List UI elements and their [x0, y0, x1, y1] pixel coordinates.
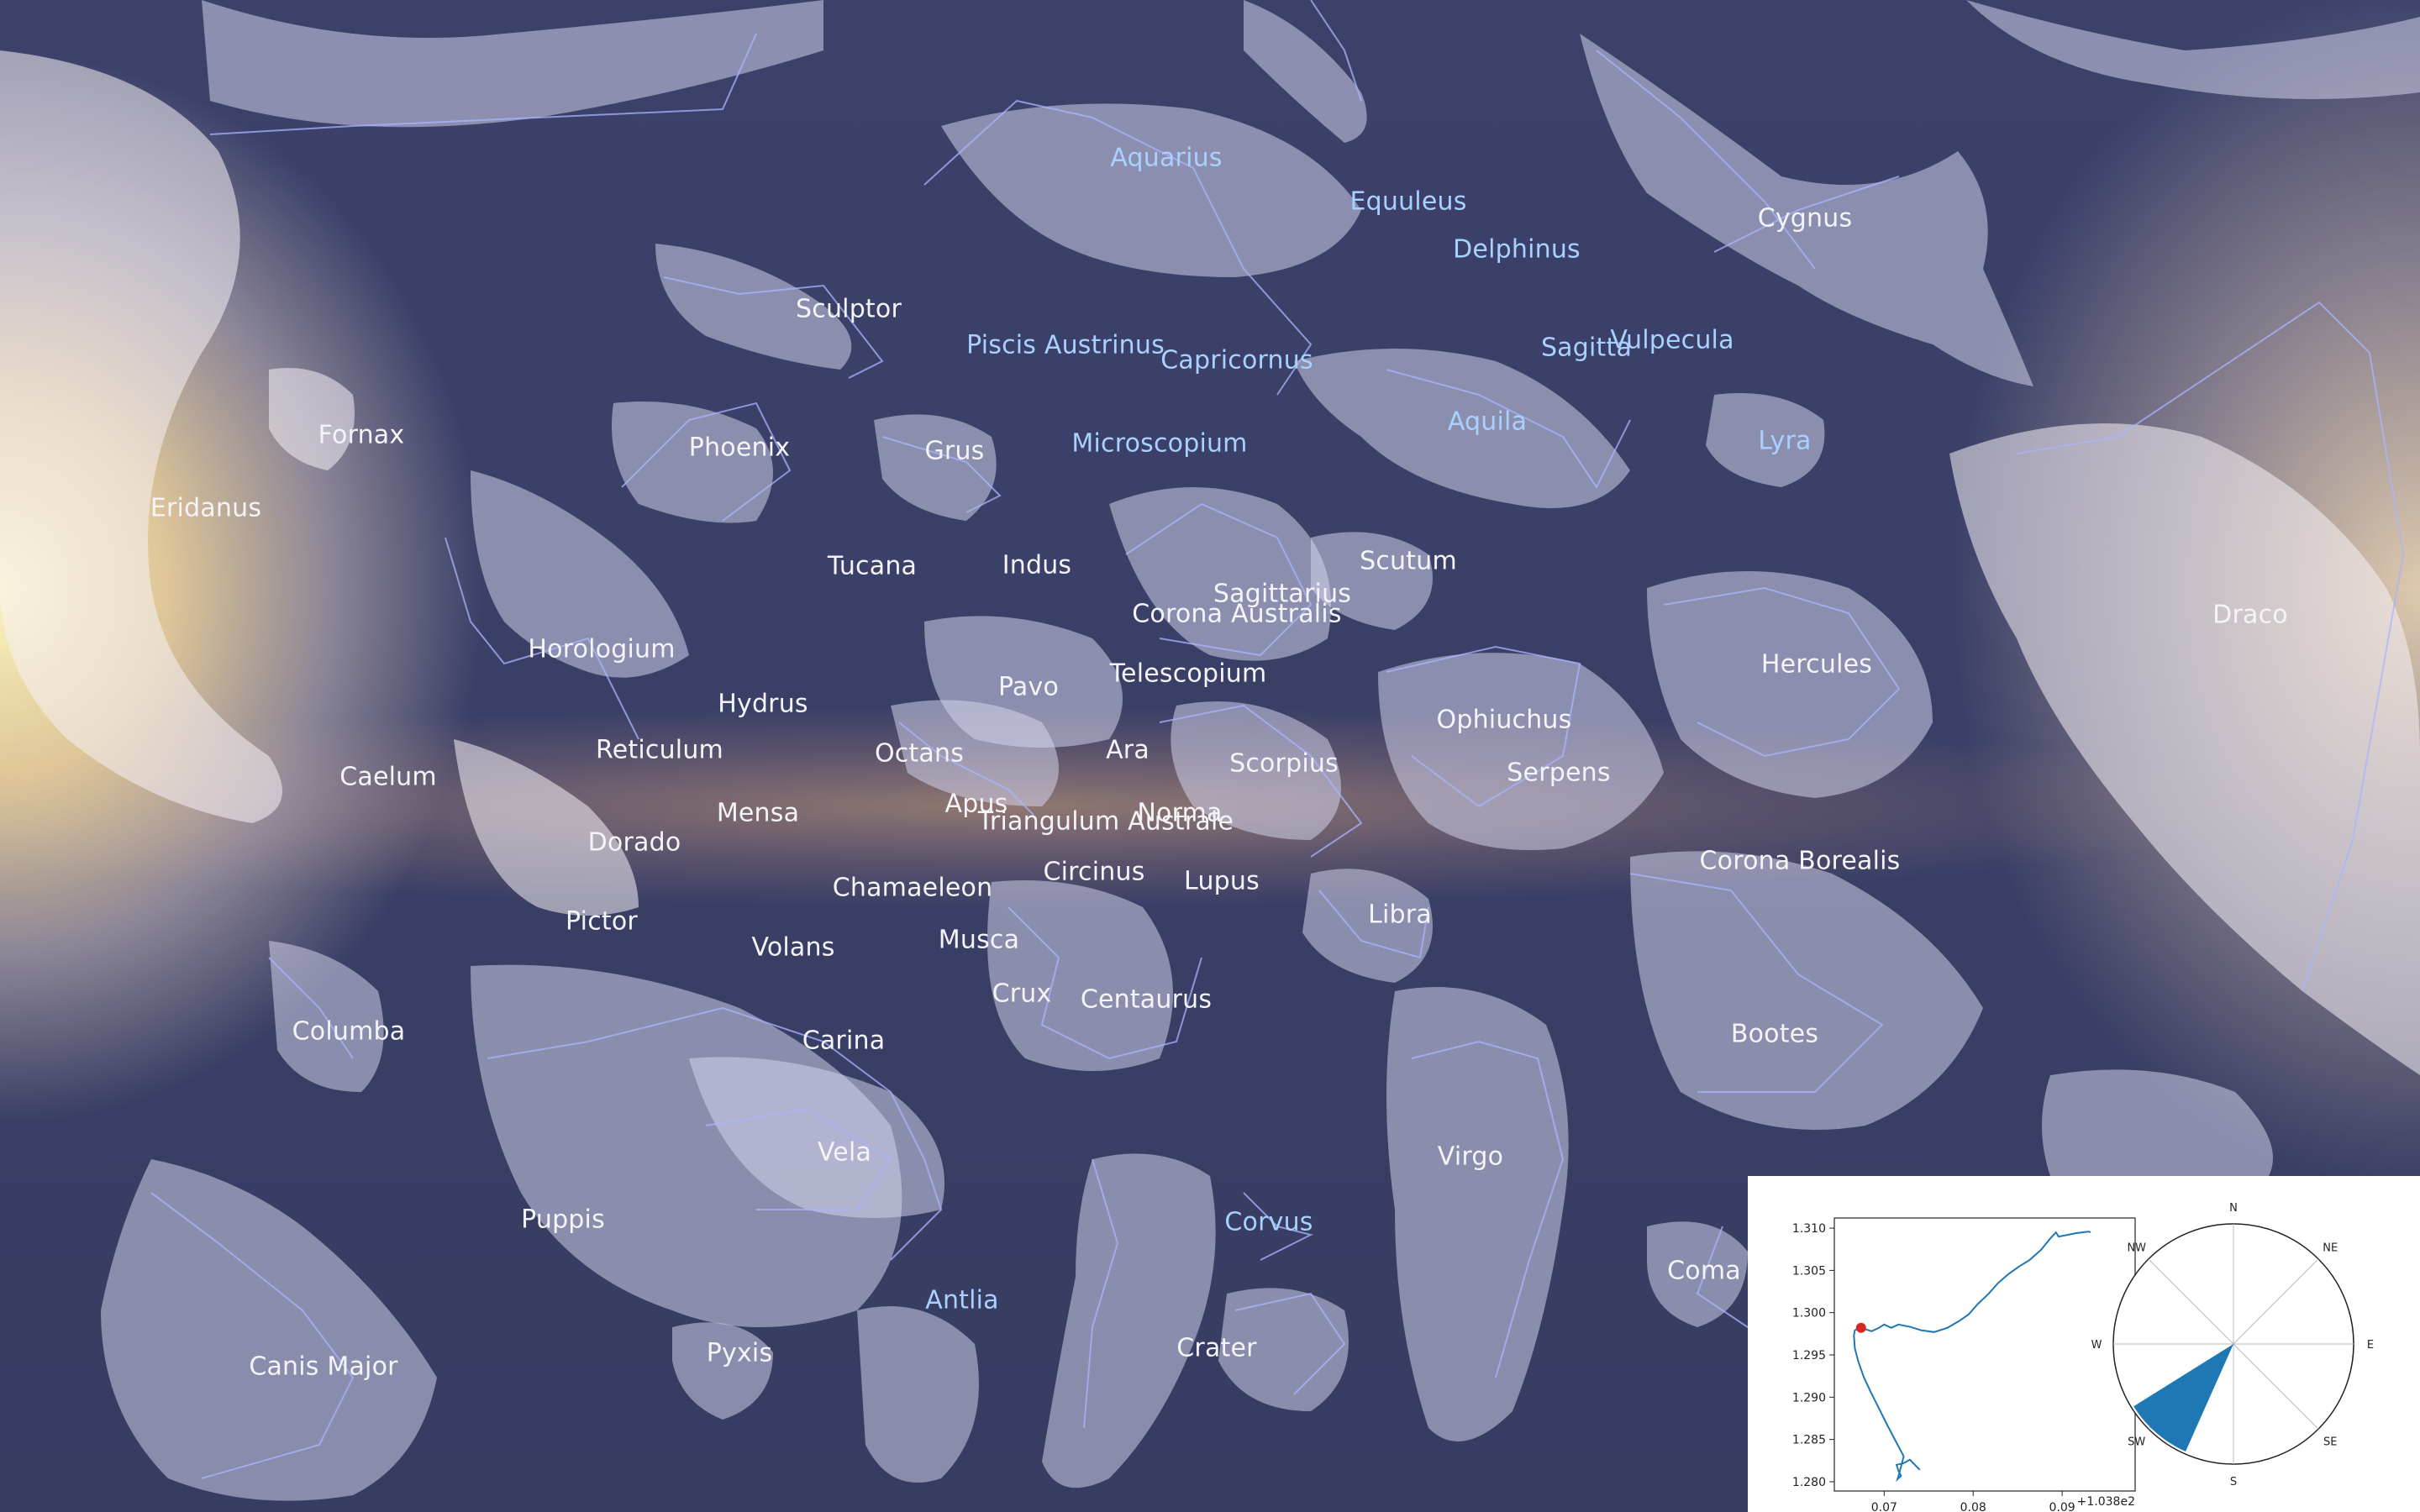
compass-label-e: E — [2367, 1339, 2374, 1352]
label-bootes[interactable]: Bootes — [1730, 1019, 1819, 1049]
label-carina[interactable]: Carina — [802, 1026, 886, 1056]
label-canis-major[interactable]: Canis Major — [249, 1352, 398, 1382]
y-tick-label: 1.310 — [1792, 1222, 1826, 1236]
label-lupus[interactable]: Lupus — [1184, 866, 1260, 896]
label-cygnus[interactable]: Cygnus — [1757, 203, 1853, 234]
label-centaurus[interactable]: Centaurus — [1080, 984, 1213, 1015]
inset-charts-panel: 1.280 1.285 1.290 1.295 1.300 1.305 1.310 0.07… — [1748, 1176, 2420, 1512]
label-apus[interactable]: Apus — [944, 789, 1008, 819]
label-horologium[interactable]: Horologium — [528, 634, 676, 664]
trajectory-line — [1853, 1231, 2091, 1483]
y-tick-label: 1.295 — [1792, 1349, 1826, 1362]
label-reticulum[interactable]: Reticulum — [596, 735, 723, 765]
label-fornax[interactable]: Fornax — [318, 420, 405, 450]
label-octans[interactable]: Octans — [874, 738, 965, 769]
label-vulpecula[interactable]: Vulpecula — [1610, 325, 1734, 355]
label-delphinus[interactable]: Delphinus — [1453, 234, 1581, 265]
label-vela[interactable]: Vela — [817, 1137, 872, 1168]
label-sagittarius[interactable]: Sagittarius — [1213, 579, 1352, 609]
x-tick-label: 0.09 — [2049, 1501, 2075, 1512]
y-tick-label: 1.290 — [1792, 1391, 1826, 1404]
label-phoenix[interactable]: Phoenix — [688, 433, 791, 463]
label-grus[interactable]: Grus — [924, 436, 985, 466]
compass-spoke — [2148, 1258, 2234, 1345]
label-pyxis[interactable]: Pyxis — [706, 1338, 773, 1368]
label-puppis[interactable]: Puppis — [521, 1205, 605, 1235]
label-norma[interactable]: Norma — [1137, 798, 1223, 828]
label-hydrus[interactable]: Hydrus — [718, 689, 808, 719]
label-dorado[interactable]: Dorado — [587, 827, 681, 858]
label-equuleus[interactable]: Equuleus — [1349, 186, 1467, 217]
label-volans[interactable]: Volans — [751, 932, 835, 963]
y-tick-label: 1.280 — [1792, 1476, 1826, 1489]
label-telescopium[interactable]: Telescopium — [1109, 659, 1267, 689]
trajectory-plot: 1.280 1.285 1.290 1.295 1.300 1.305 1.310 0.07… — [1792, 1217, 2136, 1512]
label-corona-borealis[interactable]: Corona Borealis — [1699, 846, 1901, 876]
heading-sector — [2133, 1344, 2233, 1452]
label-piscis-austrinus[interactable]: Piscis Austrinus — [966, 330, 1165, 360]
label-circinus[interactable]: Circinus — [1043, 857, 1145, 887]
label-musca[interactable]: Musca — [938, 925, 1020, 955]
current-position-marker — [1855, 1322, 1866, 1333]
label-triangulum-australe[interactable]: Triangulum Australe — [977, 806, 1234, 837]
label-indus[interactable]: Indus — [1002, 550, 1072, 580]
label-corvus[interactable]: Corvus — [1224, 1207, 1313, 1237]
label-crux[interactable]: Crux — [992, 979, 1052, 1009]
label-columba[interactable]: Columba — [292, 1016, 406, 1047]
label-libra[interactable]: Libra — [1368, 900, 1432, 930]
label-virgo[interactable]: Virgo — [1437, 1142, 1504, 1172]
x-tick-label: 0.08 — [1960, 1501, 1986, 1512]
label-corona-australis[interactable]: Corona Australis — [1132, 599, 1342, 629]
label-lyra[interactable]: Lyra — [1758, 426, 1812, 456]
compass-label-nw: NW — [2127, 1242, 2146, 1255]
label-mensa[interactable]: Mensa — [716, 798, 800, 828]
label-antlia[interactable]: Antlia — [925, 1285, 999, 1315]
label-caelum[interactable]: Caelum — [339, 762, 437, 792]
label-aquarius[interactable]: Aquarius — [1110, 143, 1223, 173]
label-aquila[interactable]: Aquila — [1447, 407, 1528, 437]
label-sculptor[interactable]: Sculptor — [796, 294, 902, 324]
y-tick-label: 1.285 — [1792, 1434, 1826, 1447]
label-microscopium[interactable]: Microscopium — [1071, 428, 1248, 459]
label-capricornus[interactable]: Capricornus — [1160, 345, 1313, 375]
compass-spoke — [2233, 1343, 2319, 1430]
label-draco[interactable]: Draco — [2212, 600, 2288, 630]
compass-direction-labels: N NE E SE S SW W NW — [2091, 1202, 2375, 1488]
x-axis-offset-label: +1.038e2 — [2077, 1495, 2135, 1509]
wind-rose-plot: N NE E SE S SW W NW — [2091, 1202, 2375, 1488]
label-serpens[interactable]: Serpens — [1507, 758, 1611, 788]
label-coma[interactable]: Coma — [1667, 1256, 1741, 1286]
label-crater[interactable]: Crater — [1176, 1333, 1257, 1363]
compass-label-w: W — [2091, 1339, 2102, 1352]
compass-label-sw: SW — [2128, 1436, 2145, 1448]
label-pictor[interactable]: Pictor — [566, 906, 638, 937]
y-tick-label: 1.305 — [1792, 1264, 1826, 1278]
label-hercules[interactable]: Hercules — [1760, 649, 1873, 680]
label-ara[interactable]: Ara — [1106, 735, 1150, 765]
trajectory-axes-frame — [1833, 1217, 2136, 1492]
label-scorpius[interactable]: Scorpius — [1229, 748, 1339, 779]
compass-spoke — [2233, 1258, 2319, 1345]
compass-label-n: N — [2229, 1202, 2238, 1215]
trajectory-y-ticks: 1.280 1.285 1.290 1.295 1.300 1.305 1.310 — [1792, 1222, 1834, 1489]
label-chamaeleon[interactable]: Chamaeleon — [832, 873, 993, 903]
label-tucana[interactable]: Tucana — [827, 551, 918, 581]
label-ophiuchus[interactable]: Ophiuchus — [1436, 705, 1572, 735]
label-pavo[interactable]: Pavo — [997, 672, 1060, 702]
constellation-lines — [150, 0, 2405, 1479]
trajectory-x-ticks: 0.07 0.08 0.09 — [1871, 1491, 2075, 1512]
inset-charts: 1.280 1.285 1.290 1.295 1.300 1.305 1.310 0.07… — [1792, 1202, 2375, 1512]
compass-label-ne: NE — [2323, 1242, 2338, 1255]
compass-label-se: SE — [2323, 1436, 2337, 1448]
y-tick-label: 1.300 — [1792, 1307, 1826, 1320]
compass-label-s: S — [2230, 1476, 2237, 1488]
label-eridanus[interactable]: Eridanus — [150, 493, 262, 523]
x-tick-label: 0.07 — [1871, 1501, 1897, 1512]
label-scutum[interactable]: Scutum — [1360, 546, 1457, 576]
label-sagitta[interactable]: Sagitta — [1540, 333, 1633, 363]
